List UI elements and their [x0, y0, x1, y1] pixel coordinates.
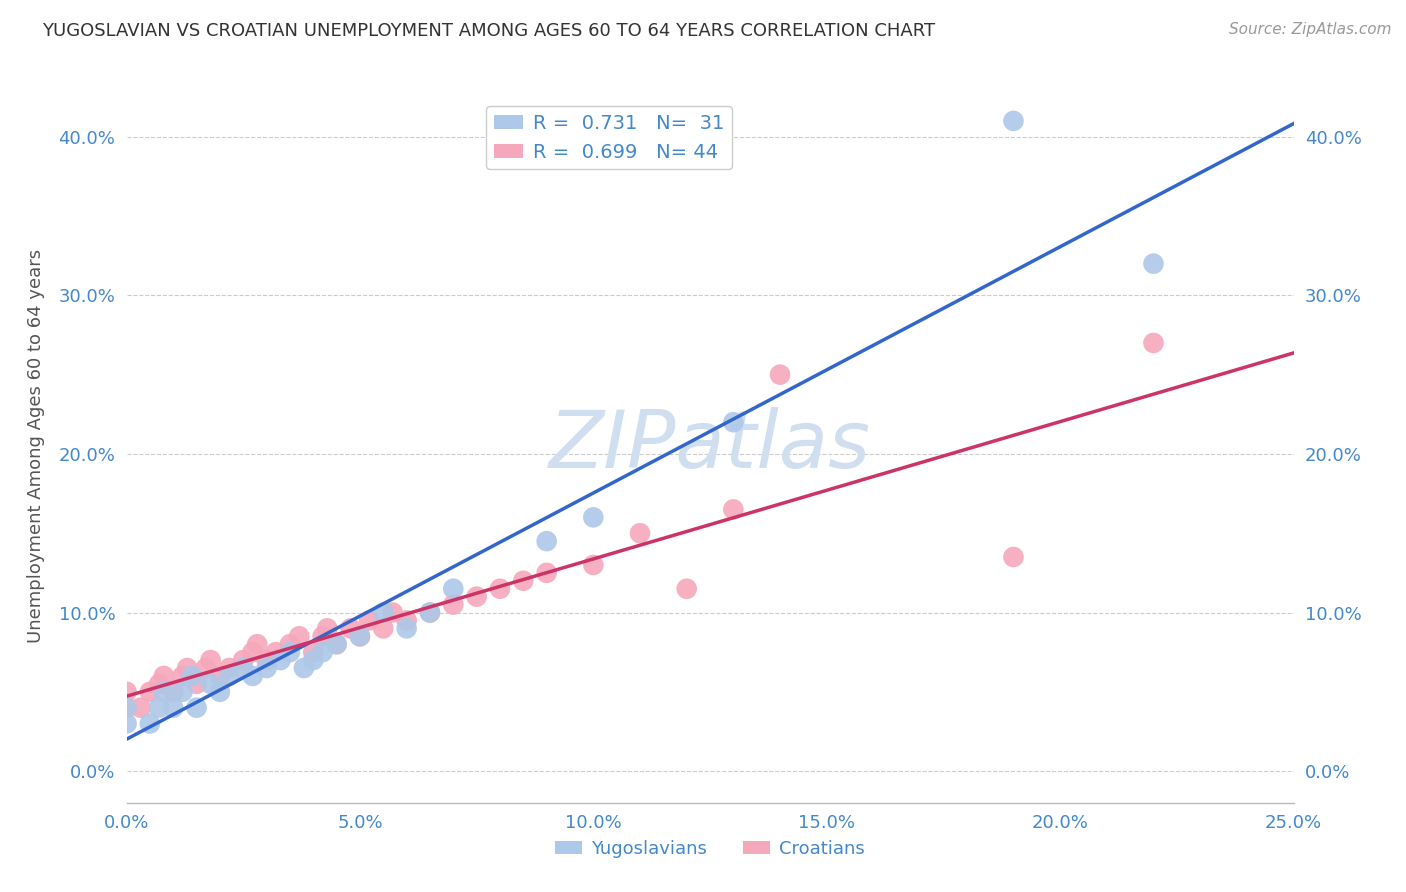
Point: [311, 629, 333, 643]
Text: ZIPatlas: ZIPatlas: [548, 407, 872, 485]
Point: [232, 653, 254, 667]
Point: [311, 645, 333, 659]
Point: [1142, 257, 1164, 271]
Point: [512, 574, 534, 588]
Point: [115, 685, 138, 699]
Point: [162, 700, 184, 714]
Point: [675, 582, 697, 596]
Point: [395, 621, 418, 635]
Point: [325, 637, 347, 651]
Point: [302, 645, 325, 659]
Point: [180, 669, 202, 683]
Point: [176, 661, 198, 675]
Point: [115, 700, 138, 714]
Point: [302, 653, 325, 667]
Point: [381, 606, 404, 620]
Point: [194, 661, 217, 675]
Point: [200, 677, 222, 691]
Point: [441, 582, 464, 596]
Point: [349, 629, 371, 643]
Point: [419, 606, 441, 620]
Point: [536, 566, 558, 580]
Legend: Yugoslavians, Croatians: Yugoslavians, Croatians: [548, 833, 872, 865]
Point: [373, 606, 395, 620]
Point: [186, 677, 208, 691]
Point: [1142, 335, 1164, 350]
Point: [278, 637, 301, 651]
Point: [232, 661, 254, 675]
Point: [246, 637, 269, 651]
Point: [172, 685, 194, 699]
Point: [186, 700, 208, 714]
Point: [162, 685, 184, 699]
Point: [349, 629, 371, 643]
Point: [292, 661, 315, 675]
Point: [242, 645, 264, 659]
Point: [465, 590, 488, 604]
Point: [1002, 549, 1025, 564]
Point: [264, 645, 287, 659]
Point: [208, 669, 231, 683]
Point: [723, 415, 745, 429]
Point: [172, 669, 194, 683]
Point: [270, 653, 292, 667]
Point: [256, 661, 278, 675]
Point: [115, 716, 138, 731]
Point: [278, 645, 301, 659]
Point: [395, 614, 418, 628]
Point: [218, 669, 240, 683]
Point: [489, 582, 512, 596]
Point: [419, 606, 441, 620]
Point: [153, 685, 176, 699]
Point: [200, 653, 222, 667]
Point: [373, 621, 395, 635]
Point: [628, 526, 651, 541]
Point: [582, 558, 605, 572]
Point: [148, 700, 170, 714]
Y-axis label: Unemployment Among Ages 60 to 64 years: Unemployment Among Ages 60 to 64 years: [27, 249, 45, 643]
Point: [115, 700, 138, 714]
Point: [339, 621, 361, 635]
Point: [242, 669, 264, 683]
Text: Source: ZipAtlas.com: Source: ZipAtlas.com: [1229, 22, 1392, 37]
Point: [316, 621, 339, 635]
Text: YUGOSLAVIAN VS CROATIAN UNEMPLOYMENT AMONG AGES 60 TO 64 YEARS CORRELATION CHART: YUGOSLAVIAN VS CROATIAN UNEMPLOYMENT AMO…: [42, 22, 935, 40]
Point: [723, 502, 745, 516]
Point: [208, 685, 231, 699]
Point: [153, 669, 176, 683]
Point: [129, 700, 152, 714]
Point: [769, 368, 792, 382]
Point: [139, 716, 162, 731]
Point: [1002, 114, 1025, 128]
Point: [325, 637, 347, 651]
Point: [441, 598, 464, 612]
Point: [139, 685, 162, 699]
Point: [148, 677, 170, 691]
Point: [582, 510, 605, 524]
Point: [218, 661, 240, 675]
Point: [288, 629, 311, 643]
Point: [536, 534, 558, 549]
Point: [256, 653, 278, 667]
Point: [359, 614, 381, 628]
